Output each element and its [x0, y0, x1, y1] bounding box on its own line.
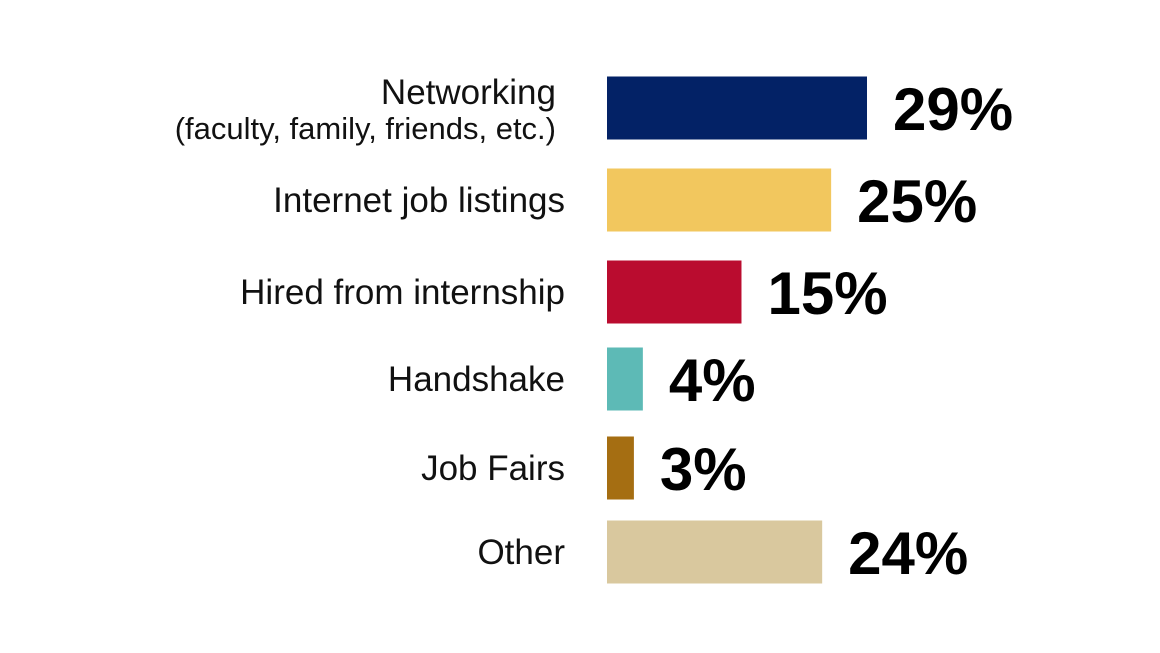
category-label: Other	[477, 533, 565, 572]
value-label: 3%	[660, 436, 747, 503]
bar-job-fairs	[607, 436, 634, 500]
bar-internet-job-listings	[607, 168, 832, 232]
category-label: Networking	[381, 73, 556, 112]
value-label: 4%	[669, 347, 756, 414]
category-label: Handshake	[388, 360, 565, 399]
value-label: 25%	[857, 168, 977, 235]
category-label: Hired from internship	[240, 273, 565, 312]
bar-hired-from-internship	[607, 260, 742, 324]
value-label: 29%	[893, 76, 1013, 143]
bar-handshake	[607, 347, 643, 411]
bar-networking	[607, 76, 867, 140]
category-label: Internet job listings	[273, 181, 565, 220]
value-label: 24%	[848, 520, 968, 587]
category-label: Job Fairs	[421, 449, 565, 488]
value-label: 15%	[767, 260, 887, 327]
category-sublabel: (faculty, family, friends, etc.)	[175, 111, 556, 146]
bar-other	[607, 520, 823, 584]
